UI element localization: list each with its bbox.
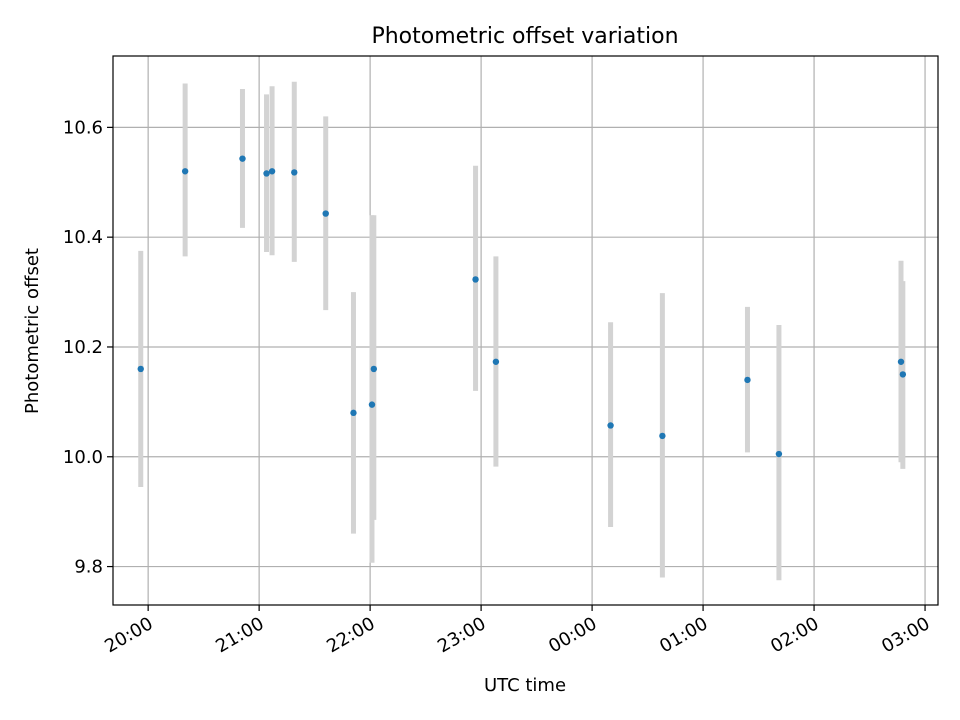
data-point <box>492 358 500 365</box>
grid <box>113 56 938 605</box>
data-point <box>472 276 479 283</box>
data-point <box>607 422 614 429</box>
data-point <box>268 168 276 175</box>
x-tick-label: 00:00 <box>545 613 600 657</box>
data-point <box>322 210 329 217</box>
y-tick-label: 9.8 <box>74 557 103 578</box>
data-point <box>744 376 751 384</box>
data-point <box>775 450 783 458</box>
x-axis-label: UTC time <box>484 675 566 696</box>
x-tick-label: 23:00 <box>434 613 489 657</box>
y-tick-label: 10.0 <box>63 447 103 468</box>
error-bars <box>138 81 906 581</box>
data-point <box>291 169 298 176</box>
x-tick-label: 22:00 <box>323 613 378 657</box>
y-tick-label: 10.6 <box>63 117 103 138</box>
data-point <box>239 155 246 162</box>
y-axis-label: Photometric offset <box>22 248 43 414</box>
y-tick-label: 10.4 <box>63 227 103 248</box>
x-tick-label: 03:00 <box>878 613 933 657</box>
data-point <box>659 432 666 440</box>
x-tick-label: 21:00 <box>212 613 267 657</box>
data-point <box>370 365 378 373</box>
data-point <box>899 371 907 378</box>
data-point <box>137 365 144 373</box>
plot-frame <box>112 55 939 606</box>
x-tick-label: 20:00 <box>101 613 156 657</box>
x-tick-label: 01:00 <box>656 613 711 657</box>
chart-title: Photometric offset variation <box>371 24 678 49</box>
data-point <box>368 401 376 408</box>
x-axis: 20:00 21:00 22:00 23:00 00:00 01:00 02:00 03:00 <box>101 605 934 657</box>
data-point <box>897 358 905 365</box>
data-point <box>181 168 189 175</box>
y-axis: 9.8 10.0 10.2 10.4 10.6 <box>63 117 113 578</box>
data-point <box>350 409 357 417</box>
data-points <box>137 155 907 458</box>
data-point <box>263 170 270 177</box>
x-tick-label: 02:00 <box>767 613 822 657</box>
y-tick-label: 10.2 <box>63 337 103 358</box>
